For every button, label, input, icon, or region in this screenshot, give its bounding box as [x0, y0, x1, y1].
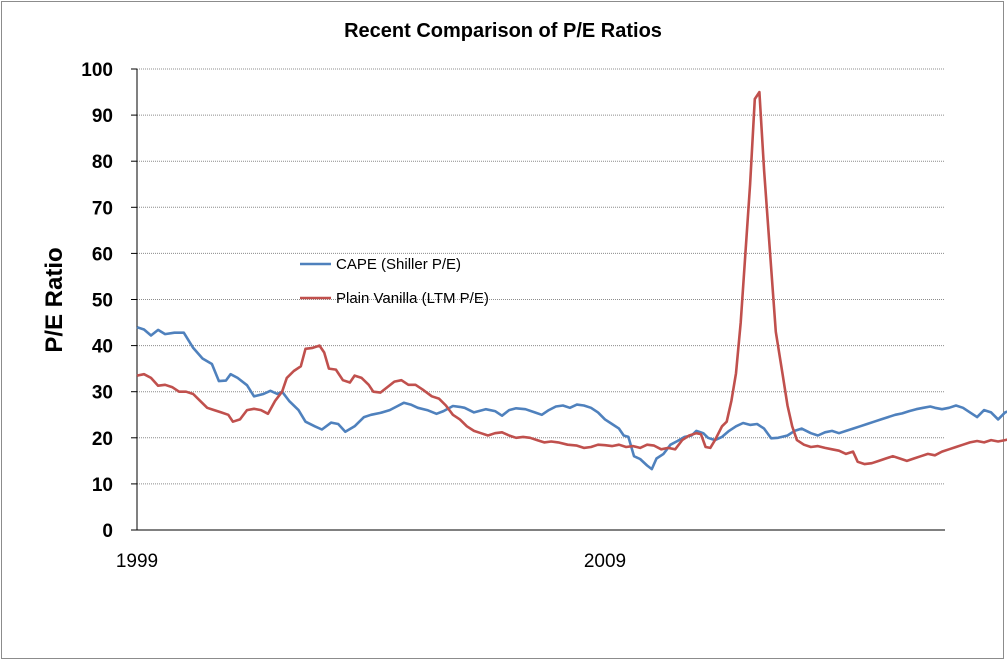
- axes: [136, 69, 945, 531]
- legend-label: Plain Vanilla (LTM P/E): [336, 290, 489, 307]
- y-tick-label: 100: [81, 60, 113, 81]
- series-line-cape: [136, 325, 1007, 471]
- y-tick-label: 40: [92, 337, 113, 358]
- series-lines: [136, 90, 1007, 471]
- y-tick-label: 90: [92, 106, 113, 127]
- gridlines: [137, 68, 945, 485]
- x-tick-label: 2009: [584, 551, 626, 572]
- y-tick-label: 20: [92, 429, 113, 450]
- y-tick-label: 60: [92, 244, 113, 265]
- y-axis-label: P/E Ratio: [41, 247, 68, 352]
- series-line-plain-vanilla: [136, 90, 1007, 466]
- y-tick-label: 10: [92, 475, 113, 496]
- y-tick-label: 0: [102, 521, 113, 542]
- y-axis-ticks: 0 10 20 30 40 50 60 70 80 90 100: [81, 60, 137, 542]
- legend-label: CAPE (Shiller P/E): [336, 256, 461, 273]
- y-tick-label: 50: [92, 291, 113, 312]
- x-tick-label: 1999: [116, 551, 158, 572]
- chart-title: Recent Comparison of P/E Ratios: [344, 20, 662, 42]
- y-tick-label: 30: [92, 383, 113, 404]
- y-tick-label: 70: [92, 198, 113, 219]
- y-tick-label: 80: [92, 152, 113, 173]
- x-axis-ticks: 1999 2009: [116, 551, 626, 572]
- legend: CAPE (Shiller P/E) Plain Vanilla (LTM P/E…: [300, 256, 489, 307]
